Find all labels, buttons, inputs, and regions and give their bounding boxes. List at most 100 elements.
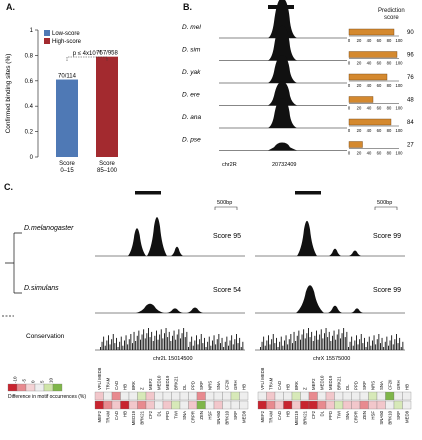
conservation-bar (168, 331, 170, 350)
conservation-bar (399, 337, 401, 350)
motif-label: CF2II (387, 379, 392, 390)
conservation-bar (180, 338, 181, 350)
motif-label: PPD (353, 381, 358, 390)
motif-label: MED8 (404, 410, 409, 423)
motif-label: SRP (233, 411, 238, 420)
legend-tick: -10 (13, 376, 18, 383)
score-tick: 0 (348, 38, 351, 43)
motif-label: GRH (396, 380, 401, 390)
conservation-bar (272, 334, 274, 350)
conservation-bar (112, 334, 114, 350)
conservation-bar (144, 338, 146, 350)
heat-cell (317, 400, 327, 410)
score-tick: 20 (357, 38, 362, 43)
conservation-bar (103, 336, 105, 350)
conservation-bar (125, 335, 127, 350)
conservation-bar (402, 341, 404, 350)
heat-cell (128, 391, 138, 401)
conservation-bar (192, 345, 194, 350)
bar-category-label: Score (59, 161, 75, 167)
conservation-bar (300, 339, 301, 350)
score-tick: 40 (367, 151, 372, 156)
motif-label: BRK10 (224, 410, 229, 424)
heat-cell (376, 391, 386, 401)
conservation-bar (351, 336, 353, 350)
heat-cell (368, 391, 378, 401)
heat-cell (145, 400, 155, 410)
conservation-bar (114, 343, 116, 350)
score-value: 96 (407, 53, 414, 59)
score-tick: 20 (357, 128, 362, 133)
conservation-bar (215, 344, 217, 350)
motif-label: CAD (277, 381, 282, 390)
score-label: Score 95 (213, 233, 241, 240)
prediction-header-line1: Prediction (378, 8, 405, 14)
conservation-bar (220, 343, 221, 350)
heat-cell (222, 391, 232, 401)
score-tick: 40 (367, 61, 372, 66)
conservation-bar (292, 343, 293, 350)
prediction-score-header: Prediction score (378, 8, 405, 22)
chip-peak (167, 308, 183, 313)
score-tick: 40 (367, 128, 372, 133)
motif-label: CAD (277, 411, 282, 420)
score-tick: 60 (377, 151, 382, 156)
conservation-bar (328, 331, 330, 350)
heat-cell (239, 400, 249, 410)
heat-cell (162, 391, 172, 401)
legend-cell (52, 383, 63, 392)
conservation-bar (184, 337, 186, 350)
conservation-bar (316, 330, 317, 350)
conservation-bar (354, 340, 356, 350)
significance-bracket (66, 56, 108, 61)
motif-label: TRAM (105, 377, 110, 390)
conservation-bar (324, 333, 325, 350)
legend-tick: 5 (40, 380, 45, 383)
conservation-bar (367, 341, 369, 350)
heat-cell (402, 400, 412, 410)
score-tick: 80 (387, 151, 392, 156)
score-value: 76 (407, 75, 414, 81)
score-tick: 0 (348, 83, 351, 88)
score-tick: 60 (377, 61, 382, 66)
motif-label: SRP (362, 381, 367, 390)
conservation-bar (189, 341, 191, 350)
conservation-bar (396, 334, 397, 350)
score-label: Score 54 (213, 287, 241, 294)
score-tick: 20 (357, 61, 362, 66)
legend-cell (7, 383, 18, 392)
conservation-bar (146, 333, 148, 350)
motif-label: MED8 (241, 410, 246, 423)
heat-cell (213, 391, 223, 401)
conservation-bar (308, 328, 309, 350)
heat-cell (359, 391, 369, 401)
conservation-bar (333, 330, 335, 350)
motif-label: VFL/ MED8 (260, 367, 265, 390)
conservation-bar (276, 337, 277, 350)
motif-label: TRAM (268, 377, 273, 390)
conservation-bar (116, 337, 117, 350)
species-label: D.simulans (24, 285, 59, 292)
heat-cell (137, 391, 147, 401)
conservation-bar (148, 328, 149, 350)
conservation-bar (231, 335, 233, 350)
conservation-bar (100, 347, 101, 350)
conservation-bar (304, 338, 306, 350)
motif-label: CF2 (148, 410, 153, 419)
conservation-bar (392, 344, 394, 350)
species-label: D. pse (182, 137, 201, 144)
conservation-bar (165, 328, 167, 350)
conservation-bar (381, 337, 383, 350)
heat-cell (205, 391, 215, 401)
heat-cell (351, 400, 361, 410)
conservation-bar (380, 343, 381, 350)
conservation-bar (378, 334, 380, 350)
conservation-bar (141, 334, 143, 350)
conservation-bar (164, 333, 165, 350)
conservation-bar (149, 337, 151, 350)
chip-peak (328, 305, 342, 313)
motif-label: HB (285, 384, 290, 390)
motif-label: BRK21 (336, 376, 341, 390)
conservation-bar (236, 334, 237, 350)
heat-cell (308, 400, 318, 410)
